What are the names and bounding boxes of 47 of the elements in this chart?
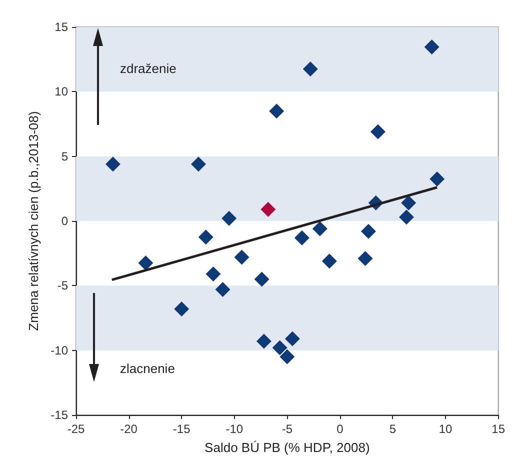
point [222,210,237,226]
x-tick-label: 10 [438,422,453,436]
point [294,230,310,246]
point [272,340,288,356]
x-tick-label: -25 [67,422,85,436]
x-tick-label: -5 [282,422,293,436]
point [360,224,376,239]
annotation: zdraženie [120,61,176,76]
point [105,156,120,172]
y-tick-label: -5 [57,278,68,293]
point [215,282,230,298]
x-tick-label: 0 [336,422,344,436]
x-tick-label: 5 [389,422,396,436]
annotation: zlacnenie [120,361,175,376]
point [322,254,337,269]
y-tick-label: 15 [54,20,68,34]
point [260,202,276,217]
point [269,104,284,119]
point [312,221,328,236]
y-tick-label: 5 [61,149,68,164]
point [256,334,272,349]
y-tick-label: -10 [50,343,68,358]
point [284,331,300,346]
y-tick-label: 10 [54,84,68,99]
x-tick-label: -20 [120,422,138,436]
x-tick-label: 15 [492,422,506,436]
y-tick-label: -15 [50,408,68,422]
point [280,349,295,364]
x-tick-label: -10 [226,422,244,436]
x-axis-title: Saldo BÚ PB (% HDP, 2008) [204,440,370,455]
point [254,272,270,287]
point [190,156,206,172]
point [358,251,373,266]
point [424,40,440,55]
point [206,266,221,282]
point [174,301,190,316]
point [138,256,154,271]
point [234,250,250,265]
point [430,171,445,186]
point [401,195,416,210]
point [370,124,386,140]
y-tick-label: 0 [61,214,68,228]
point [398,210,414,225]
x-tick-label: -15 [172,422,191,436]
y-axis-title: Zmena relatívnych cien (p.b.,2013-08) [26,111,41,331]
point [302,62,318,77]
point [198,230,214,245]
